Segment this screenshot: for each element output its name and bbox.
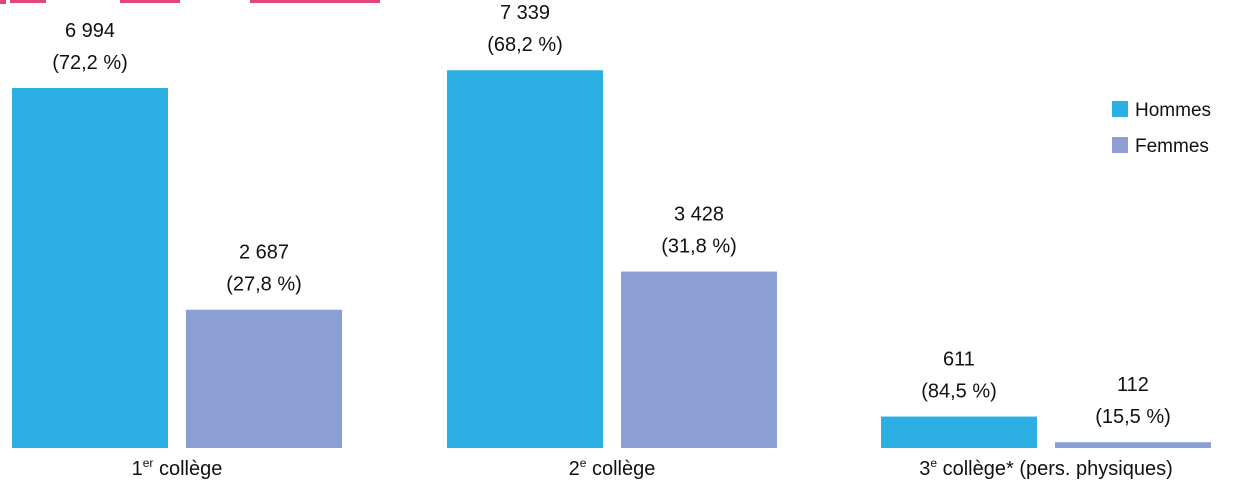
legend: Hommes Femmes (1112, 100, 1211, 157)
data-label-percent: (15,5 %) (1095, 406, 1171, 428)
data-label-value: 2 687 (239, 242, 289, 264)
bar-hommes-1 (12, 88, 168, 448)
legend-label-femmes: Femmes (1135, 136, 1209, 157)
data-label-value: 3 428 (674, 204, 724, 226)
legend-label-hommes: Hommes (1135, 100, 1211, 121)
category-label: 3e collège* (pers. physiques) (919, 456, 1173, 480)
legend-swatch-hommes (1112, 101, 1128, 117)
category-label: 1er collège (132, 456, 223, 480)
data-label-value: 7 339 (500, 2, 550, 24)
cropped-title-remnant (0, 0, 380, 4)
data-label-value: 611 (943, 349, 975, 371)
bar-hommes-3 (881, 416, 1037, 448)
cropped-title-mark (120, 0, 180, 3)
data-labels-layer: 6 994 (72,2 %) 7 339 (68,2 %) 611 (84,5 %) 2 6… (52, 2, 1171, 428)
cropped-title-mark (0, 0, 6, 4)
data-label-value: 112 (1117, 374, 1149, 396)
data-label-percent: (27,8 %) (226, 274, 302, 296)
data-label-percent: (72,2 %) (52, 52, 128, 74)
bar-femmes-1 (186, 309, 342, 448)
data-label-value: 6 994 (65, 20, 115, 42)
cropped-title-mark (250, 0, 380, 3)
bar-femmes-2 (621, 271, 777, 448)
category-label: 2e collège (569, 456, 656, 480)
data-label-percent: (31,8 %) (661, 236, 737, 258)
bar-hommes-2 (447, 70, 603, 449)
data-label-percent: (68,2 %) (487, 34, 563, 56)
legend-swatch-femmes (1112, 137, 1128, 153)
bars-layer (12, 70, 1211, 449)
bar-femmes-3 (1055, 442, 1211, 448)
x-axis-labels: 1er collège 2e collège 3e collège* (pers. … (132, 456, 1173, 480)
cropped-title-mark (10, 0, 46, 3)
data-label-percent: (84,5 %) (921, 381, 997, 403)
